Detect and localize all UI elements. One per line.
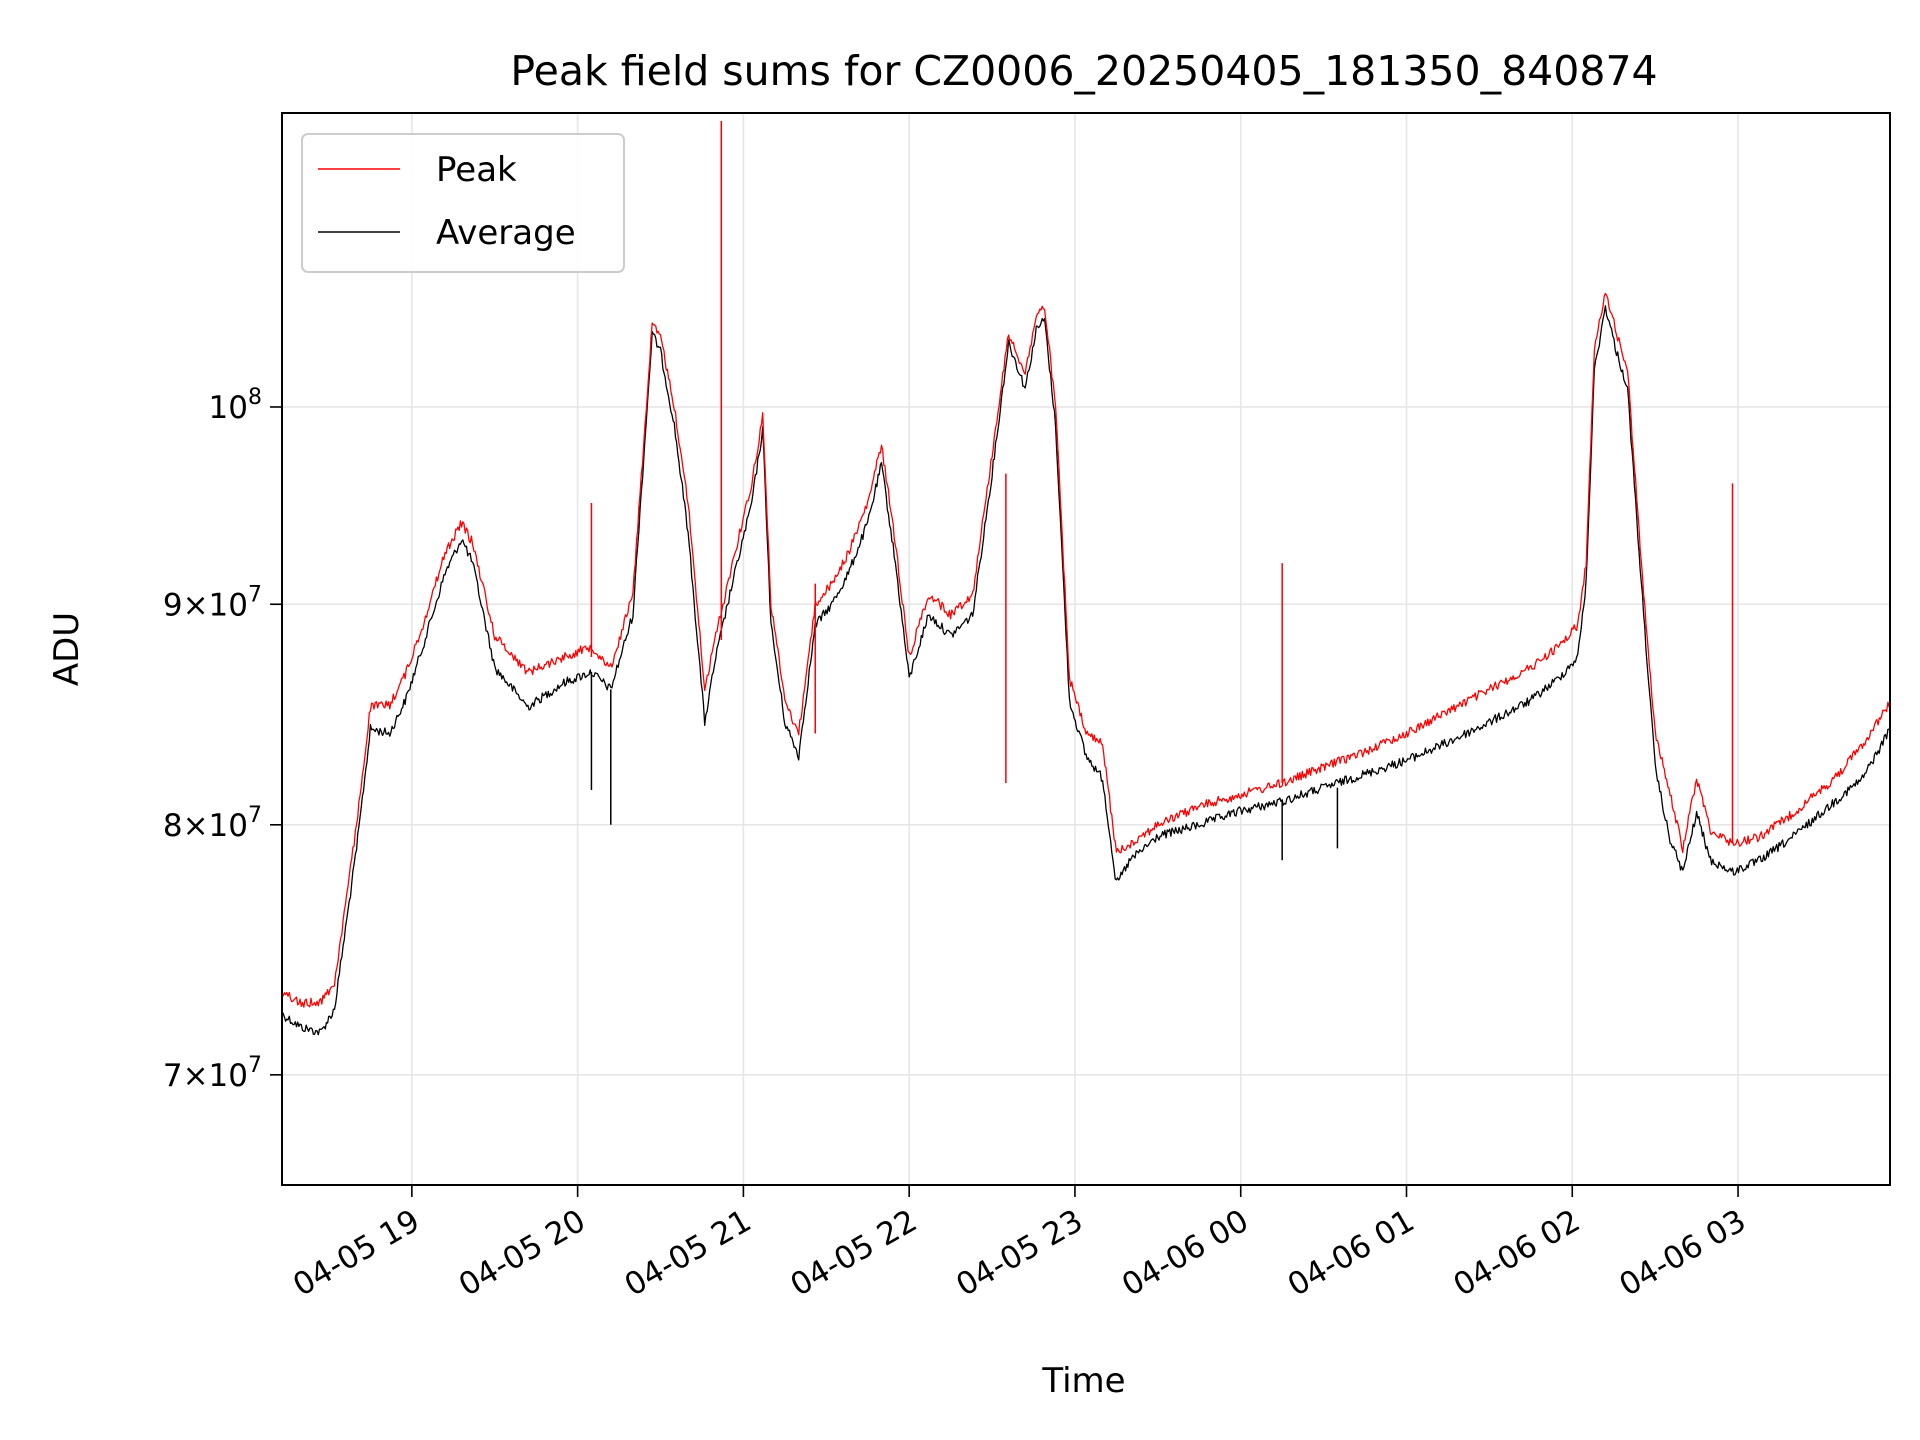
y-tick-label: 8×107	[163, 803, 262, 844]
x-tick-label: 04-05 20	[453, 1203, 592, 1304]
grid	[282, 113, 1890, 1185]
chart-title: Peak field sums for CZ0006_20250405_1813…	[510, 47, 1657, 95]
series-layer	[282, 121, 1890, 1036]
axis-ticks: 04-05 19 04-05 20 04-05 21 04-05 22 04-05 23…	[163, 385, 1752, 1304]
plot-frame	[281, 112, 1891, 1186]
x-axis-label: Time	[1041, 1361, 1125, 1401]
y-axis-label: ADU	[47, 612, 87, 686]
series-line-peak	[282, 292, 1890, 1008]
x-tick-label: 04-05 23	[950, 1203, 1089, 1304]
y-tick-label: 108	[209, 385, 262, 426]
legend: Peak Average	[301, 133, 625, 273]
legend-label-average: Average	[436, 213, 576, 253]
x-tick-label: 04-05 21	[619, 1203, 758, 1304]
series-line-average	[282, 305, 1890, 1036]
x-tick-label: 04-05 22	[784, 1203, 923, 1304]
x-tick-label: 04-06 01	[1282, 1203, 1421, 1304]
x-tick-label: 04-05 19	[287, 1203, 426, 1304]
x-tick-label: 04-06 00	[1116, 1203, 1255, 1304]
legend-label-peak: Peak	[436, 150, 517, 190]
x-tick-label: 04-06 03	[1613, 1203, 1752, 1304]
y-tick-label: 9×107	[163, 582, 262, 623]
y-tick-label: 7×107	[163, 1053, 262, 1094]
x-tick-label: 04-06 02	[1448, 1203, 1587, 1304]
